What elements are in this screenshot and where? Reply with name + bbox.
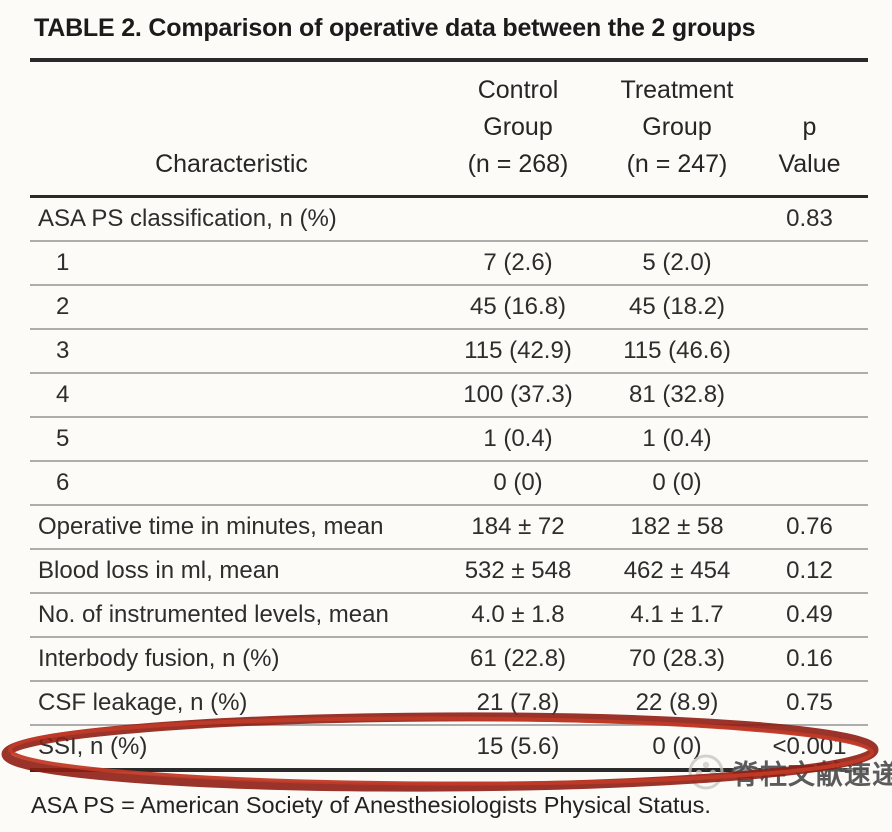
cell-control: 21 (7.8): [433, 680, 603, 725]
cell-treatment: 1 (0.4): [603, 416, 751, 461]
cell-control: 61 (22.8): [433, 636, 603, 681]
table-row-blood-loss: Blood loss in ml, mean 532 ± 548 462 ± 4…: [30, 548, 868, 593]
cell-treatment: 0 (0): [603, 460, 751, 505]
cell-treatment: 22 (8.9): [603, 680, 751, 725]
col-header-control-group: Control Group (n = 268): [433, 60, 603, 198]
cell-characteristic: No. of instrumented levels, mean: [30, 592, 433, 637]
cell-treatment: 5 (2.0): [603, 240, 751, 285]
header-line: Group: [483, 113, 553, 141]
table-row-asa-2: 2 45 (16.8) 45 (18.2): [30, 284, 868, 329]
cell-control: 115 (42.9): [433, 328, 603, 373]
table-row-asa-1: 1 7 (2.6) 5 (2.0): [30, 240, 868, 285]
cell-characteristic: CSF leakage, n (%): [30, 680, 433, 725]
watermark: 脊柱文献速递: [686, 752, 892, 792]
table-row-interbody-fusion: Interbody fusion, n (%) 61 (22.8) 70 (28…: [30, 636, 868, 681]
cell-p-value: 0.76: [751, 504, 868, 549]
header-line: Group: [642, 113, 712, 141]
cell-treatment: 115 (46.6): [603, 328, 751, 373]
cell-treatment: 45 (18.2): [603, 284, 751, 329]
cell-characteristic: 2: [30, 284, 433, 329]
cell-characteristic: 3: [30, 328, 433, 373]
cell-p-value: [751, 372, 868, 417]
header-line: (n = 247): [626, 150, 728, 178]
header-row: Characteristic Control Group (n = 268) T…: [30, 60, 868, 198]
table-row-asa-3: 3 115 (42.9) 115 (46.6): [30, 328, 868, 373]
cell-control: 0 (0): [433, 460, 603, 505]
table-row-instrumented-levels: No. of instrumented levels, mean 4.0 ± 1…: [30, 592, 868, 637]
table-row-operative-time: Operative time in minutes, mean 184 ± 72…: [30, 504, 868, 549]
cell-characteristic: 5: [30, 416, 433, 461]
comparison-table: Characteristic Control Group (n = 268) T…: [30, 58, 868, 772]
cell-p-value: 0.16: [751, 636, 868, 681]
cell-treatment: 462 ± 454: [603, 548, 751, 593]
cell-p-value: [751, 328, 868, 373]
cell-characteristic: 4: [30, 372, 433, 417]
cell-control: 45 (16.8): [433, 284, 603, 329]
cell-control: 184 ± 72: [433, 504, 603, 549]
header-line: Treatment: [620, 76, 734, 104]
cell-treatment: 182 ± 58: [603, 504, 751, 549]
cell-characteristic: 1: [30, 240, 433, 285]
cell-control: 15 (5.6): [433, 724, 603, 770]
cell-p-value: 0.12: [751, 548, 868, 593]
header-line: Control: [477, 76, 559, 104]
cell-characteristic: Operative time in minutes, mean: [30, 504, 433, 549]
cell-p-value: 0.49: [751, 592, 868, 637]
cell-p-value: [751, 416, 868, 461]
cell-p-value: [751, 284, 868, 329]
cell-treatment: [603, 197, 751, 242]
table-row-csf-leakage: CSF leakage, n (%) 21 (7.8) 22 (8.9) 0.7…: [30, 680, 868, 725]
watermark-logo-icon: [688, 754, 724, 790]
cell-p-value: 0.75: [751, 680, 868, 725]
cell-characteristic: Interbody fusion, n (%): [30, 636, 433, 681]
header-line: p: [802, 113, 817, 141]
cell-characteristic: 6: [30, 460, 433, 505]
table-title: TABLE 2. Comparison of operative data be…: [34, 14, 756, 42]
cell-characteristic: Blood loss in ml, mean: [30, 548, 433, 593]
table-body: ASA PS classification, n (%) 0.83 1 7 (2…: [30, 197, 868, 770]
cell-p-value: [751, 240, 868, 285]
cell-control: 532 ± 548: [433, 548, 603, 593]
cell-characteristic: SSI, n (%): [30, 724, 433, 770]
cell-p-value: 0.83: [786, 205, 833, 232]
cell-characteristic: ASA PS classification, n (%): [38, 205, 337, 232]
cell-treatment: 4.1 ± 1.7: [603, 592, 751, 637]
watermark-text: 脊柱文献速递: [732, 759, 892, 791]
cell-control: 7 (2.6): [433, 240, 603, 285]
table-footnote: ASA PS = American Society of Anesthesiol…: [31, 792, 711, 818]
cell-control: 4.0 ± 1.8: [433, 592, 603, 637]
table-row-asa-5: 5 1 (0.4) 1 (0.4): [30, 416, 868, 461]
col-header-p-value: p Value: [751, 60, 868, 198]
cell-treatment: 70 (28.3): [603, 636, 751, 681]
col-header-characteristic: Characteristic: [30, 60, 433, 198]
col-header-treatment-group: Treatment Group (n = 247): [603, 60, 751, 198]
table-row-asa-4: 4 100 (37.3) 81 (32.8): [30, 372, 868, 417]
header-line: Characteristic: [155, 150, 308, 178]
operative-data-table: Characteristic Control Group (n = 268) T…: [30, 58, 868, 772]
cell-control: 1 (0.4): [433, 416, 603, 461]
cell-control: [433, 197, 603, 242]
table-row-asa-6: 6 0 (0) 0 (0): [30, 460, 868, 505]
table-row-asa-classification: ASA PS classification, n (%) 0.83: [30, 197, 868, 242]
header-line: (n = 268): [467, 150, 569, 178]
cell-p-value: [751, 460, 868, 505]
cell-control: 100 (37.3): [433, 372, 603, 417]
table-header: Characteristic Control Group (n = 268) T…: [30, 60, 868, 198]
cell-treatment: 81 (32.8): [603, 372, 751, 417]
header-line: Value: [778, 150, 841, 178]
